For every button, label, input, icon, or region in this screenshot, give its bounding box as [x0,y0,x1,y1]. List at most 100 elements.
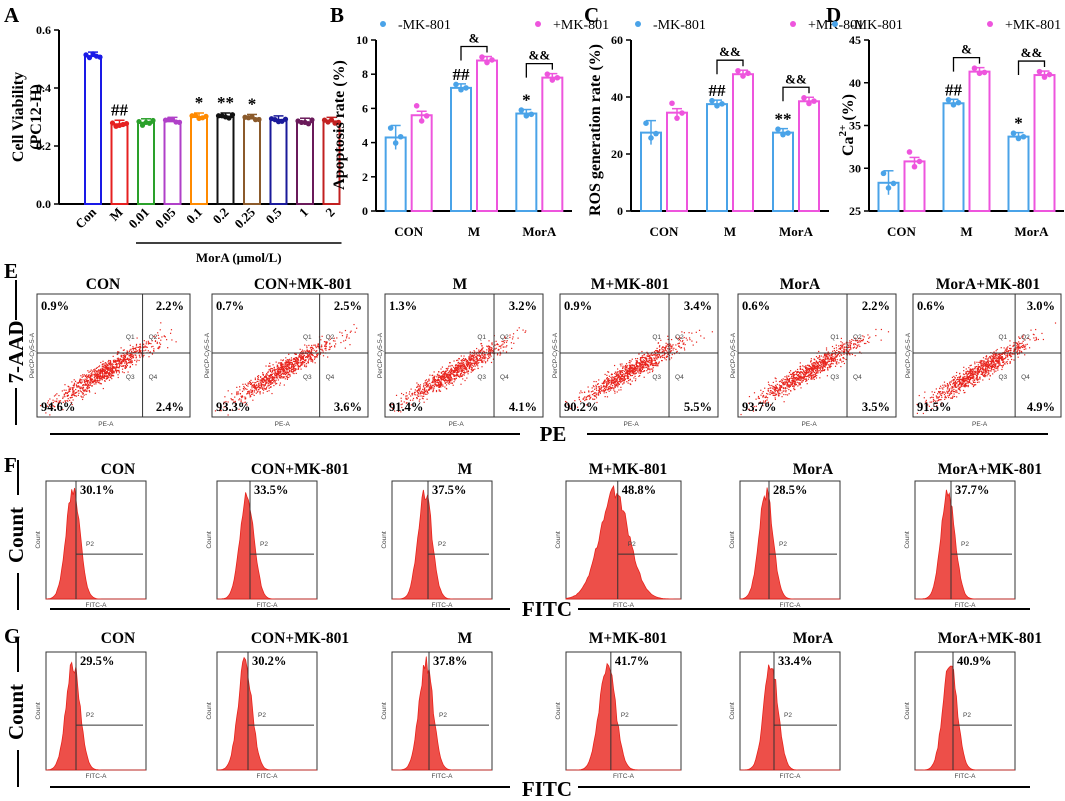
event-dot [412,397,415,400]
event-dot [468,365,470,367]
event-dot [646,370,648,372]
event-dot [828,366,830,368]
event-dot [804,374,806,376]
event-dot [263,381,265,384]
event-dot [482,347,484,349]
event-dot [802,378,804,380]
event-dot [124,357,126,359]
event-dot [649,357,652,359]
event-dot [670,347,672,349]
event-dot [824,363,827,365]
event-dot [838,345,840,347]
event-dot [777,392,779,394]
event-dot [832,350,834,352]
event-dot [567,404,569,406]
event-dot [786,375,788,377]
event-dot [276,371,278,373]
event-dot [270,373,273,376]
event-dot [289,370,291,372]
event-dot [480,348,483,351]
event-dot [601,390,603,392]
event-dot [230,398,232,400]
event-dot [329,346,331,349]
event-dot [774,389,776,391]
event-dot [431,380,434,382]
event-dot [621,380,623,382]
event-dot [832,358,834,360]
event-dot [659,357,662,359]
event-dot [630,366,632,368]
data-point [463,85,469,91]
event-dot [586,404,588,406]
event-dot [97,377,99,379]
event-dot [132,347,135,349]
event-dot [845,349,847,351]
event-dot [639,358,641,361]
event-dot [606,377,608,380]
event-dot [823,365,825,367]
event-dot [259,391,261,393]
event-dot [303,361,306,364]
event-dot [91,379,93,381]
event-dot [307,354,309,356]
event-dot [453,366,455,368]
event-dot [85,384,87,386]
event-dot [116,358,118,360]
event-dot [446,388,448,390]
event-dot [601,386,603,388]
event-dot [89,381,91,383]
event-dot [81,381,83,383]
event-dot [283,372,285,374]
event-dot [607,383,610,385]
event-dot [475,356,477,358]
event-dot [467,373,469,375]
event-dot [833,349,835,352]
event-dot [91,375,93,377]
event-dot [843,351,846,353]
event-dot [571,407,573,409]
event-dot [116,353,118,356]
event-dot [107,368,109,370]
event-dot [791,384,793,386]
event-dot [616,384,618,386]
event-dot [639,357,642,359]
event-dot [482,354,484,356]
event-dot [82,384,84,387]
event-dot [344,339,347,341]
event-dot [613,380,615,382]
event-dot [481,345,483,347]
event-dot [592,398,594,401]
event-dot [432,379,434,381]
quadrant-percent: 0.6% [742,299,770,313]
event-dot [287,371,289,373]
event-dot [287,365,289,368]
event-dot [599,389,601,391]
event-dot [495,347,497,349]
event-dot [444,371,446,374]
event-dot [857,345,859,347]
event-dot [438,385,441,387]
event-dot [89,376,92,378]
event-dot [654,356,657,358]
event-dot [789,378,791,380]
event-dot [253,394,255,397]
event-dot [460,362,462,364]
event-dot [263,377,265,379]
event-dot [417,392,419,394]
event-dot [138,346,140,348]
event-dot [842,344,844,346]
event-dot [612,379,614,382]
event-dot [241,396,243,399]
event-dot [454,366,457,368]
event-dot [260,380,262,382]
event-dot [662,346,664,348]
event-dot [248,390,250,392]
event-dot [656,351,659,353]
quadrant-label: Q2 [149,334,158,341]
event-dot [629,367,631,369]
event-dot [457,361,460,363]
event-dot [132,349,135,351]
event-dot [87,382,89,384]
event-dot [101,379,103,381]
event-dot [298,365,300,368]
